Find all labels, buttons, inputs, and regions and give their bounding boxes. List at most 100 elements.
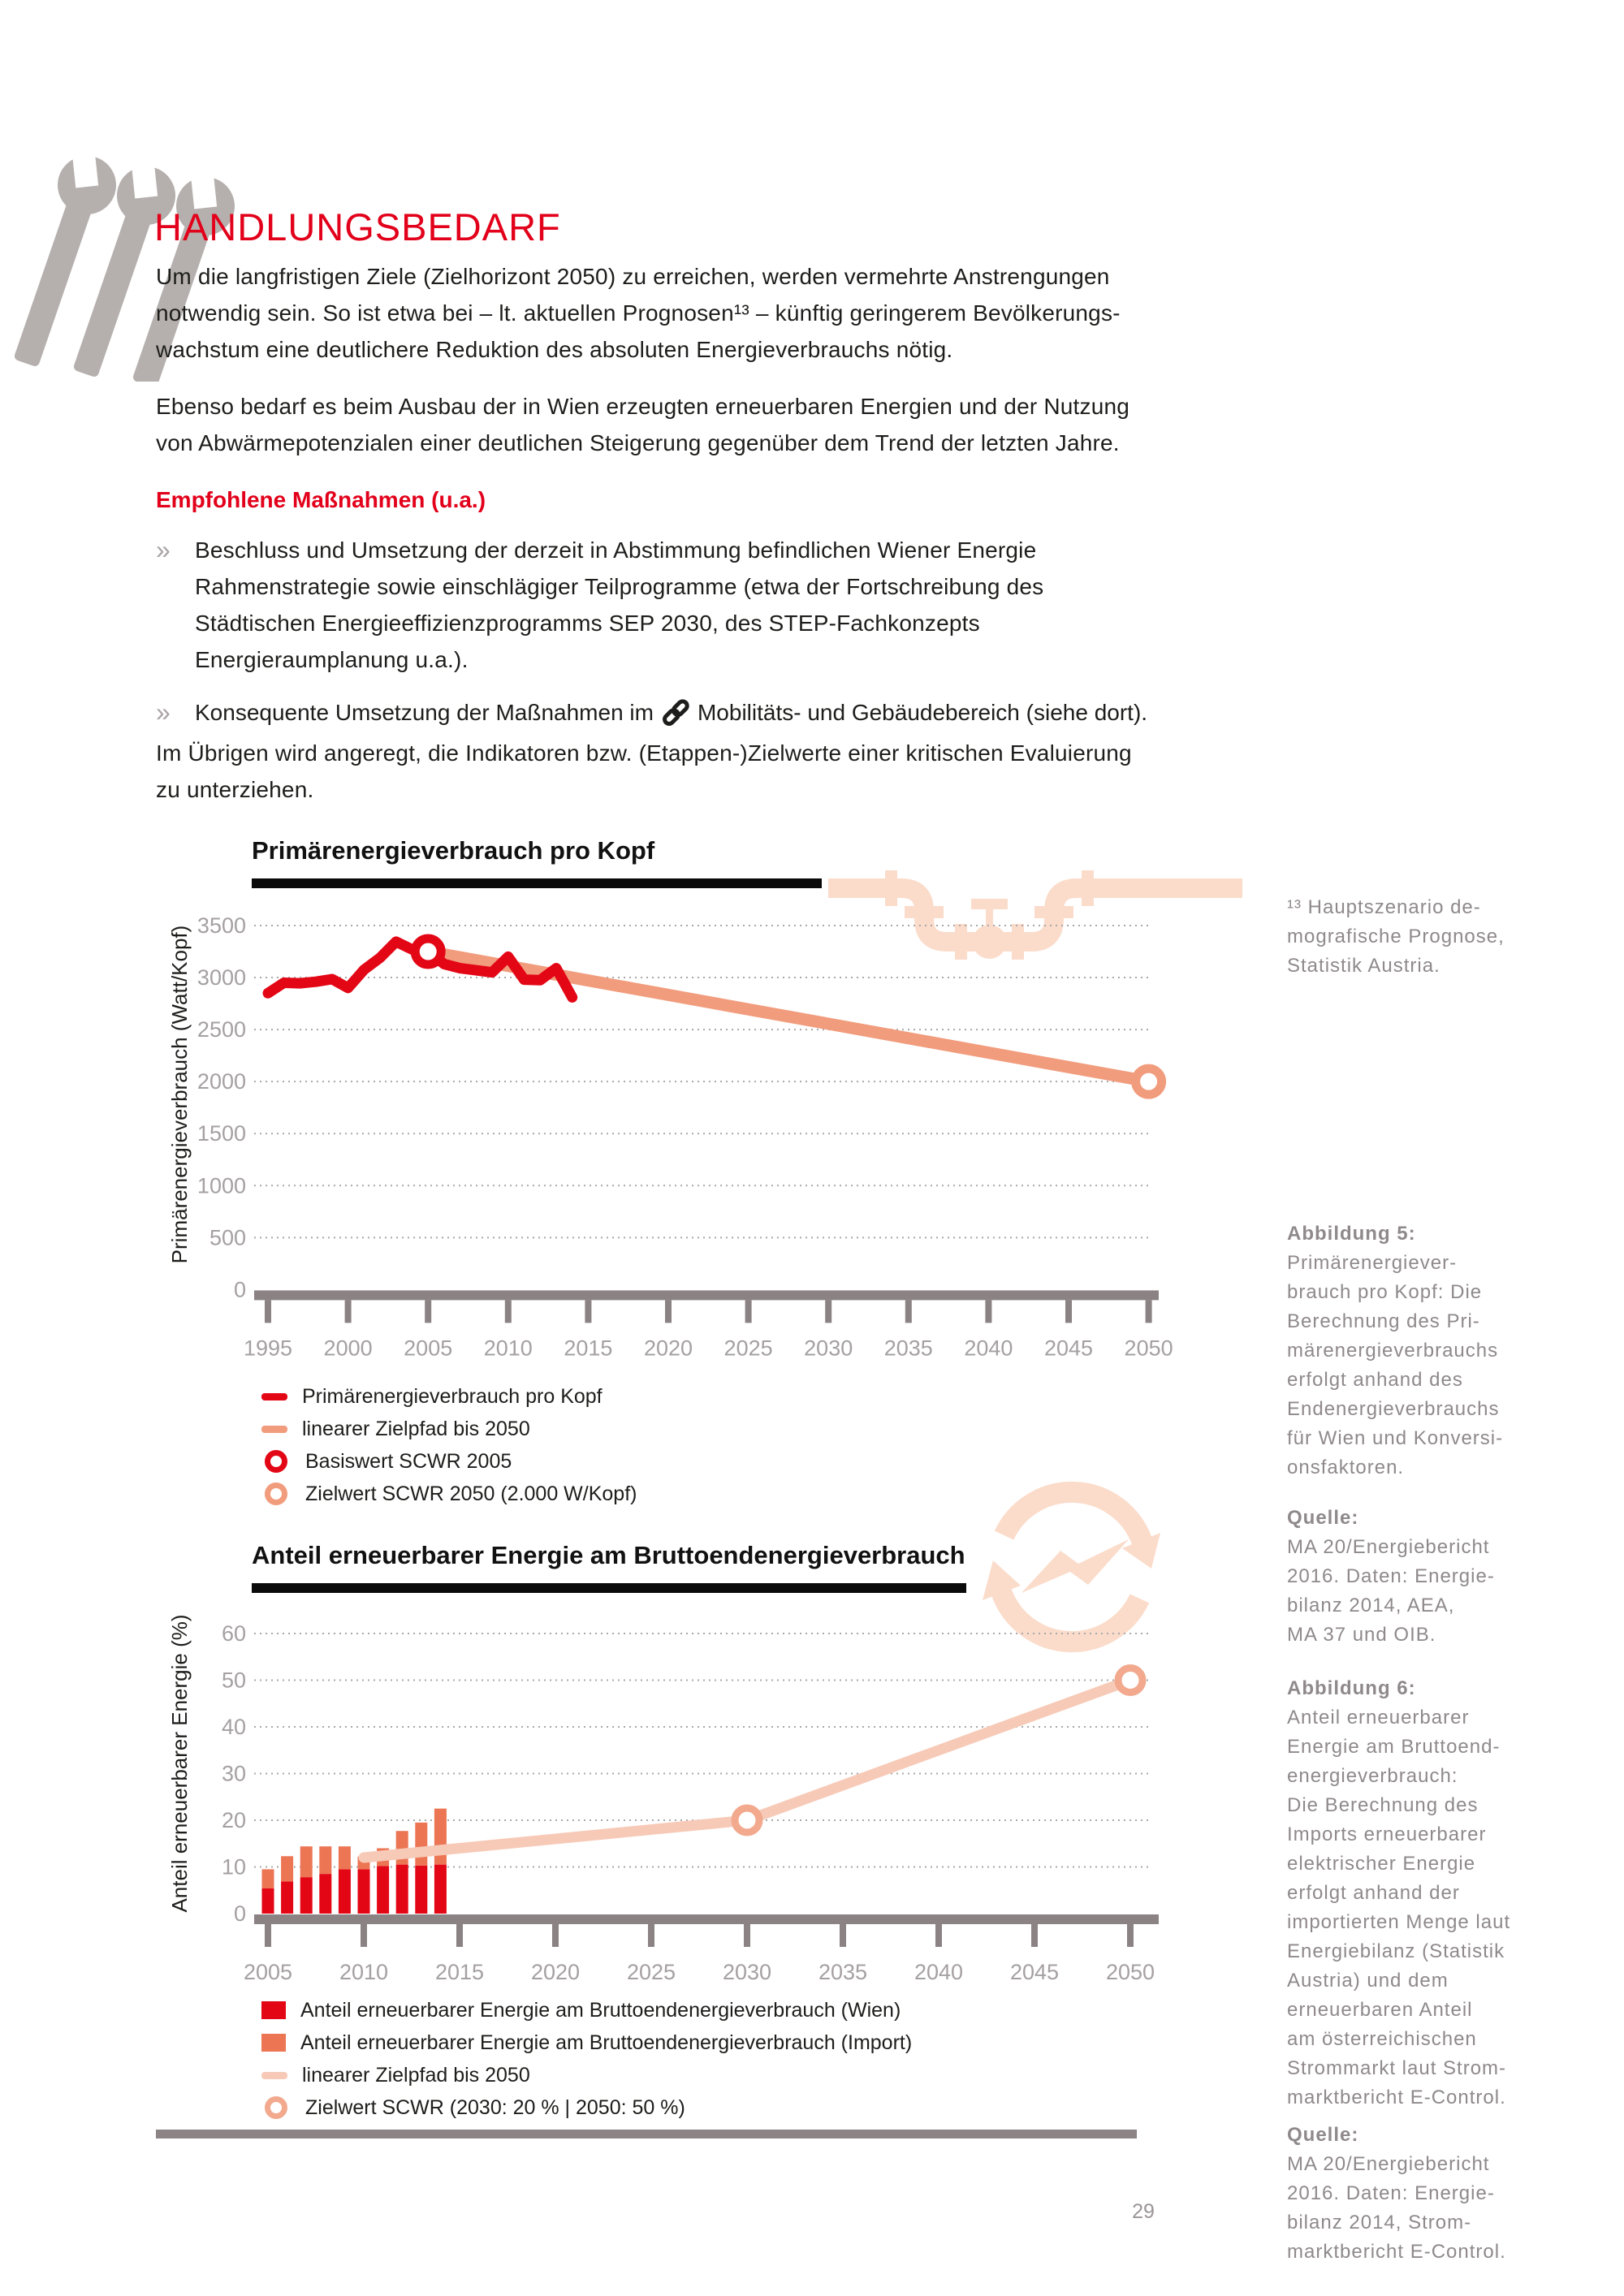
chart1-legend: Primärenergieverbrauch pro Kopf linearer… [261,1380,637,1510]
legend-item: Basiswert SCWR 2005 [261,1445,637,1478]
legend-label: Anteil erneuerbarer Energie am Bruttoend… [300,2031,913,2054]
y-tick-label: 30 [222,1762,246,1786]
x-tick [552,1924,559,1947]
x-tick [665,1300,672,1323]
data-line [421,945,1155,1088]
bar-wien [319,1874,332,1914]
measure-bullet-1-text: Beschluss und Umsetzung der derzeit in A… [195,537,1044,672]
bar-wien [357,1869,370,1914]
legend-item: Zielwert SCWR 2050 (2.000 W/Kopf) [261,1478,637,1510]
x-tick [1065,1300,1072,1323]
figure5-caption: Abbildung 5: Primärenergiever- brauch pr… [1287,1219,1539,1482]
x-tick-label: 2040 [914,1960,963,1984]
legend-item: Anteil erneuerbarer Energie am Bruttoend… [261,2026,912,2059]
page-title: HANDLUNGSBEDARF [154,205,561,248]
x-tick-label: 2030 [804,1336,853,1360]
measure-bullet-2-text-post: Mobilitäts- und Gebäudebereich (siehe do… [697,700,1148,725]
x-tick [425,1300,432,1323]
x-tick [456,1924,463,1947]
chart2-title-underline [252,1583,966,1593]
x-tick-label: 2020 [531,1960,580,1984]
y-tick-label: 0 [234,1277,246,1301]
figure6-caption: Abbildung 6: Anteil erneuerbarer Energie… [1287,1674,1539,2113]
x-tick-label: 2045 [1010,1960,1059,1984]
y-tick-label: 20 [222,1808,246,1832]
x-tick-label: 2025 [627,1960,676,1984]
source-heading: Quelle: [1287,1507,1359,1529]
y-tick-label: 3500 [197,913,246,938]
source-body: MA 20/Energiebericht 2016. Daten: Energi… [1287,1536,1495,1646]
red-bar-swatch [261,2001,286,2019]
x-tick-label: 2050 [1106,1960,1155,1984]
legend-item: Primärenergieverbrauch pro Kopf [261,1380,637,1413]
bar-import [434,1808,447,1865]
source-body: MA 20/Energiebericht 2016. Daten: Energi… [1287,2153,1506,2263]
bar-wien [261,1888,274,1914]
pale-line-swatch [261,2071,287,2079]
legend-label: linearer Zielpfad bis 2050 [302,1417,530,1440]
x-axis [254,1290,1159,1301]
x-tick [585,1300,592,1323]
orange-bar-swatch [261,2034,286,2052]
x-tick [935,1924,942,1947]
x-tick-label: 1995 [244,1336,292,1360]
legend-item: linearer Zielpfad bis 2050 [261,1413,637,1445]
pipes-illustration [828,870,1242,960]
x-tick-label: 2050 [1125,1336,1173,1360]
x-tick [344,1300,352,1323]
x-tick-label: 2000 [324,1336,373,1360]
x-tick [905,1300,912,1323]
x-tick-label: 2005 [244,1960,292,1984]
red-line-swatch [261,1392,287,1400]
x-tick-label: 2010 [339,1960,388,1984]
bar-import [415,1822,428,1866]
bar-import [300,1846,313,1878]
intro-paragraph-1: Um die langfristigen Ziele (Zielhorizont… [156,264,1121,362]
figure6-source: Quelle: MA 20/Energiebericht 2016. Daten… [1287,2121,1539,2267]
x-tick-label: 2025 [724,1336,773,1360]
chart2-title: Anteil erneuerbarer Energie am Bruttoend… [252,1541,965,1569]
x-tick [1127,1924,1134,1947]
x-tick [648,1924,654,1947]
y-tick-label: 10 [222,1855,246,1880]
x-tick-label: 2045 [1044,1336,1093,1360]
y-tick-label: 40 [222,1715,246,1739]
chart2-legend: Anteil erneuerbarer Energie am Bruttoend… [261,1994,912,2124]
bar-wien [434,1864,447,1914]
x-axis [254,1914,1159,1924]
y-tick-label: 0 [234,1901,246,1926]
bar-wien [338,1869,351,1914]
legend-label: linearer Zielpfad bis 2050 [302,2063,530,2087]
legend-label: Zielwert SCWR (2030: 20 % | 2050: 50 %) [305,2095,685,2119]
x-tick-label: 2020 [644,1336,693,1360]
pale-ring-swatch [265,2096,287,2119]
closing-paragraph: Im Übrigen wird angeregt, die Indikatore… [156,740,1132,802]
bar-import [338,1846,351,1870]
y-tick-label: 50 [222,1668,246,1693]
y-tick-label: 2000 [197,1069,246,1094]
footnote-13: ¹³ Hauptszenario de- mografische Prognos… [1287,896,1505,977]
bar-import [281,1856,294,1882]
x-tick [825,1300,832,1323]
figure5-body: Primärenergiever- brauch pro Kopf: Die B… [1287,1252,1504,1478]
bar-wien [415,1865,428,1914]
x-tick-label: 2005 [404,1336,452,1360]
intro-paragraph-2: Ebenso bedarf es beim Ausbau der in Wien… [156,394,1130,455]
x-tick [985,1300,992,1323]
legend-item: Anteil erneuerbarer Energie am Bruttoend… [261,1994,912,2026]
x-tick [840,1924,846,1947]
x-tick [1145,1300,1152,1323]
bar-wien [281,1881,294,1914]
chart1-y-axis-label: Primärenergieverbrauch (Watt/Kopf) [167,925,192,1264]
figure6-heading: Abbildung 6: [1287,1677,1416,1699]
measure-bullet-2-text-pre: Konsequente Umsetzung der Maßnahmen im [195,700,654,725]
bar-wien [377,1866,390,1914]
target-marker [731,1804,763,1836]
y-tick-label: 60 [222,1621,246,1646]
chart1-plot: 0 500 1000 1500 2000 2500 3000 3500 1995 2000 2005… [197,913,1173,1360]
x-tick [744,1924,750,1947]
legend-label: Zielwert SCWR 2050 (2.000 W/Kopf) [305,1482,637,1505]
salmon-line-swatch [261,1425,287,1433]
